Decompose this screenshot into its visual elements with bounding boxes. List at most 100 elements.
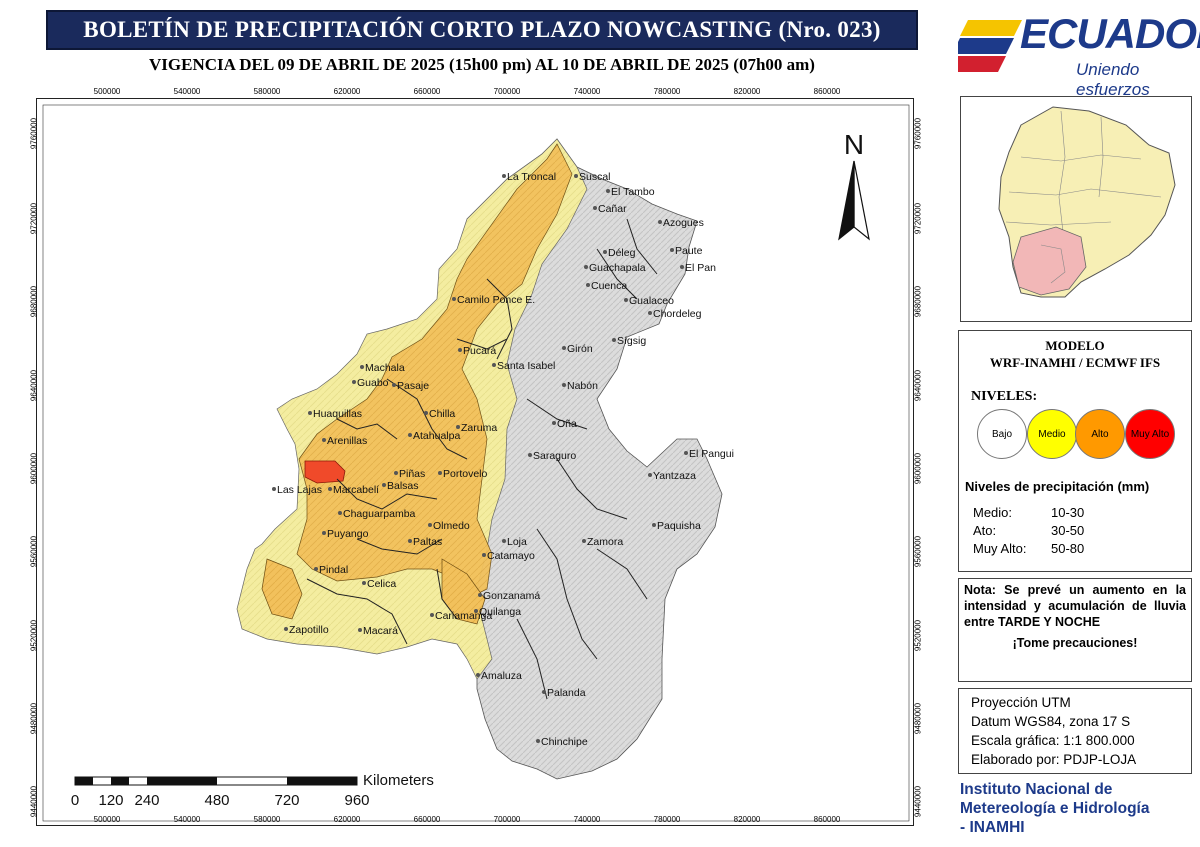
institution-line1: Instituto Nacional de [960,781,1113,798]
place-marker [284,627,288,631]
region-alto [296,143,573,600]
place-label: La Troncal [507,171,556,183]
x-axis-tick: 500000 [93,815,121,824]
scale-bar: Kilometers 0 120 240 480 720 960 [71,772,434,809]
place-marker [562,383,566,387]
projection-panel: Proyección UTM Datum WGS84, zona 17 S Es… [958,688,1192,774]
x-axis-tick: 540000 [173,87,201,96]
place-label: Déleg [608,247,636,259]
place-label: Amaluza [481,670,522,682]
place-marker [430,613,434,617]
place-label: Cuenca [591,280,627,292]
place-label: Cariamanga [435,610,492,622]
scale-tick-label: 0 [71,792,79,809]
level-bajo-swatch: Bajo [977,409,1027,459]
precip-row-medio: Medio: 10-30 [973,505,1084,520]
note-text: Nota: Se prevé un aumento en la intensid… [964,583,1186,629]
place-marker [606,189,610,193]
place-marker [536,739,540,743]
place-label: El Tambo [611,186,655,198]
scale-tick-label: 480 [204,792,229,809]
x-axis-tick: 620000 [333,815,361,824]
institution-line3: - INAMHI [960,819,1025,836]
place-marker [424,411,428,415]
warning-text: ¡Tome precauciones! [1012,636,1138,650]
place-label: Yantzaza [653,470,696,482]
place-marker [502,539,506,543]
precip-level-range: 10-30 [1051,505,1085,520]
place-label: El Pan [685,262,716,274]
highlight-region [1012,226,1087,296]
projection-line: Proyección UTM [971,695,1071,710]
place-label: Celica [367,578,396,590]
place-marker [574,174,578,178]
x-axis-tick: 860000 [813,87,841,96]
precip-level-range: 30-50 [1051,523,1085,538]
x-axis-tick: 820000 [733,87,761,96]
place-label: Zamora [587,536,623,548]
place-marker [408,539,412,543]
x-axis-tick: 660000 [413,87,441,96]
place-label: Pucará [463,345,496,357]
place-marker [456,425,460,429]
place-marker [552,421,556,425]
precip-title: Niveles de precipitación (mm) [965,479,1150,494]
place-marker [528,453,532,457]
place-marker [408,433,412,437]
place-marker [603,250,607,254]
place-marker [478,593,482,597]
place-label: Chordeleg [653,308,702,320]
author-line: Elaborado por: PDJP-LOJA [971,752,1137,767]
place-marker [358,628,362,632]
place-label: Azogues [663,217,704,229]
level-medio-swatch: Medio [1027,409,1077,459]
place-marker [648,473,652,477]
level-medio-label: Medio [1038,428,1066,440]
precip-level-name: Ato: [973,523,997,538]
x-axis-tick: 580000 [253,815,281,824]
place-label: Arenillas [327,435,367,447]
place-marker [272,487,276,491]
note-panel: Nota: Se prevé un aumento en la intensid… [958,578,1192,682]
precip-row-alto: Ato: 30-50 [973,523,1084,538]
place-label: Portovelo [443,468,488,480]
level-muy-alto-swatch: Muy Alto [1125,409,1175,459]
scale-tick-label: 240 [134,792,159,809]
place-marker [394,471,398,475]
x-axis-tick: 780000 [653,87,681,96]
place-label: Quilanga [479,606,521,618]
place-marker [584,265,588,269]
place-label: Macará [363,625,398,637]
precip-row-muy-alto: Muy Alto: 50-80 [973,541,1084,556]
place-marker [684,451,688,455]
level-muy-alto-label: Muy Alto [1130,428,1170,440]
place-marker [382,483,386,487]
place-label: Puyango [327,528,369,540]
logo-wordmark: ECUADOR [1020,10,1200,57]
place-marker [542,690,546,694]
place-label: Camilo Ponce E. [457,294,535,306]
canton-boundaries [306,218,658,700]
place-marker [322,531,326,535]
place-marker [612,338,616,342]
place-marker [474,609,478,613]
x-axis-tick: 700000 [493,815,521,824]
north-arrow: N [838,129,870,241]
place-marker [428,523,432,527]
institution-line2: Metereología e Hidrología [960,800,1150,817]
place-label: Balsas [387,480,419,492]
place-label: Marcabelí [333,484,379,496]
levels-title: NIVELES: [971,389,1038,404]
model-title-line2: WRF-INAMHI / ECMWF IFS [989,355,1161,370]
x-axis-tick: 540000 [173,815,201,824]
place-label: Guabo [357,377,389,389]
place-label: Sígsig [617,335,646,347]
place-marker [352,380,356,384]
validity-subtitle: VIGENCIA DEL 09 DE ABRIL DE 2025 (15h00 … [149,55,815,74]
x-axis-tick: 740000 [573,87,601,96]
place-label: Atahualpa [413,430,460,442]
place-marker [648,311,652,315]
place-marker [322,438,326,442]
